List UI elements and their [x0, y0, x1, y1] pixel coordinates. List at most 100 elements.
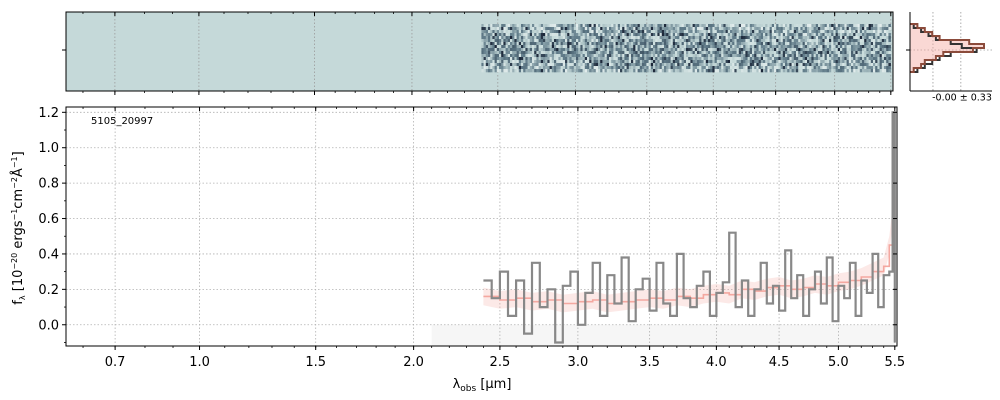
- spectrum-2d-pixel: [525, 36, 528, 40]
- spectrum-2d-pixel: [617, 66, 621, 70]
- spectrum-2d-pixel: [732, 39, 735, 43]
- spectrum-2d-pixel: [756, 45, 759, 49]
- spectrum-2d-pixel: [703, 36, 707, 40]
- spectrum-2d-pixel: [543, 24, 546, 28]
- spectrum-2d-pixel: [873, 33, 876, 37]
- spectrum-2d-pixel: [804, 30, 808, 34]
- spectrum-2d-pixel: [859, 39, 863, 43]
- spectrum-2d-pixel: [859, 66, 863, 70]
- spectrum-2d-pixel: [774, 51, 777, 55]
- spectrum-2d-pixel: [738, 63, 742, 67]
- spectrum-2d-pixel: [747, 60, 751, 64]
- spectrum-2d-pixel: [527, 69, 531, 73]
- spectrum-2d-pixel: [624, 24, 627, 28]
- spectrum-2d-pixel: [679, 66, 682, 70]
- spectrum-2d-pixel: [490, 45, 493, 49]
- spectrum-2d-pixel: [884, 33, 887, 37]
- spectrum-2d-pixel: [681, 45, 685, 49]
- spectrum-2d-pixel: [516, 69, 520, 73]
- spectrum-2d-pixel: [529, 30, 533, 34]
- spectrum-2d-pixel: [569, 60, 572, 64]
- spectrum-2d-pixel: [811, 27, 814, 31]
- spectrum-2d-pixel: [518, 48, 522, 52]
- spectrum-2d-pixel: [714, 33, 718, 37]
- spectrum-2d-pixel: [549, 33, 553, 37]
- spectrum-2d-pixel: [653, 24, 656, 28]
- spectrum-2d-pixel: [743, 48, 746, 52]
- spectrum-2d-pixel: [769, 39, 773, 43]
- spectrum-2d-pixel: [670, 57, 674, 61]
- spectrum-2d-pixel: [705, 36, 709, 40]
- spectrum-2d-pixel: [661, 60, 665, 64]
- spectrum-2d-pixel: [811, 24, 814, 28]
- spectrum-2d-pixel: [562, 60, 566, 64]
- spectrum-2d-pixel: [609, 27, 612, 31]
- spectrum-2d-pixel: [560, 42, 564, 46]
- spectrum-2d-pixel: [881, 27, 885, 31]
- spectrum-2d-pixel: [697, 51, 700, 55]
- spectrum-2d-pixel: [655, 30, 658, 34]
- spectrum-2d-pixel: [851, 69, 854, 73]
- spectrum-2d-pixel: [661, 36, 665, 40]
- spectrum-2d-pixel: [842, 39, 845, 43]
- spectrum-2d-pixel: [622, 30, 625, 34]
- spectrum-2d-pixel: [668, 24, 671, 28]
- spectrum-2d-pixel: [725, 54, 729, 58]
- spectrum-2d-pixel: [593, 33, 597, 37]
- spectrum-2d-pixel: [545, 69, 548, 73]
- spectrum-2d-pixel: [494, 60, 498, 64]
- spectrum-2d-pixel: [870, 66, 874, 70]
- spectrum-2d-pixel: [789, 45, 792, 49]
- spectrum-2d-pixel: [738, 69, 742, 73]
- spectrum-2d-pixel: [787, 57, 790, 61]
- spectrum-2d-pixel: [844, 54, 847, 58]
- spectrum-2d-pixel: [688, 42, 691, 46]
- spectrum-2d-pixel: [666, 51, 669, 55]
- spectrum-2d-pixel: [708, 45, 711, 49]
- spectrum-2d-pixel: [796, 69, 799, 73]
- spectrum-2d-pixel: [712, 30, 715, 34]
- spectrum-2d-pixel: [626, 51, 630, 55]
- spectrum-2d-pixel: [578, 54, 581, 58]
- spectrum-2d-pixel: [485, 51, 489, 55]
- spectrum-2d-pixel: [736, 42, 740, 46]
- spectrum-2d-pixel: [870, 48, 874, 52]
- spectrum-2d-pixel: [688, 48, 691, 52]
- spectrum-2d-pixel: [591, 66, 594, 70]
- spectrum-2d-pixel: [666, 57, 669, 61]
- spectrum-2d-pixel: [490, 48, 493, 52]
- spectrum-2d-pixel: [589, 39, 592, 43]
- spectrum-2d-pixel: [492, 42, 495, 46]
- spectrum-2d-pixel: [758, 30, 762, 34]
- spectrum-2d-pixel: [822, 54, 825, 58]
- spectrum-2d-pixel: [569, 48, 572, 52]
- spectrum-2d-pixel: [743, 45, 746, 49]
- spectrum-2d-pixel: [822, 51, 825, 55]
- spectrum-2d-pixel: [725, 45, 729, 49]
- spectrum-2d-pixel: [659, 66, 663, 70]
- spectrum-2d-pixel: [782, 48, 786, 52]
- spectrum-2d-pixel: [701, 54, 704, 58]
- spectrum-2d-pixel: [631, 69, 634, 73]
- spectrum-2d-pixel: [529, 66, 533, 70]
- spectrum-2d-pixel: [556, 66, 559, 70]
- spectrum-2d-pixel: [870, 69, 874, 73]
- spectrum-2d-pixel: [809, 36, 812, 40]
- spectrum-2d-pixel: [888, 69, 891, 73]
- spectrum-2d-pixel: [514, 66, 517, 70]
- spectrum-2d-pixel: [666, 33, 669, 37]
- spectrum-2d-pixel: [734, 69, 737, 73]
- spectrum-2d-pixel: [745, 66, 748, 70]
- spectrum-2d-pixel: [672, 24, 676, 28]
- spectrum-2d-pixel: [703, 39, 707, 43]
- spectrum-2d-pixel: [659, 33, 663, 37]
- spectrum-2d-pixel: [791, 69, 795, 73]
- spectrum-2d-pixel: [648, 36, 652, 40]
- spectrum-2d-pixel: [802, 63, 806, 67]
- spectrum-2d-pixel: [697, 54, 700, 58]
- spectrum-2d-pixel: [763, 39, 766, 43]
- spectrum-2d-pixel: [778, 36, 781, 40]
- spectrum-2d-pixel: [712, 60, 715, 64]
- spectrum-2d-pixel: [800, 36, 803, 40]
- spectrum-2d-pixel: [589, 36, 592, 40]
